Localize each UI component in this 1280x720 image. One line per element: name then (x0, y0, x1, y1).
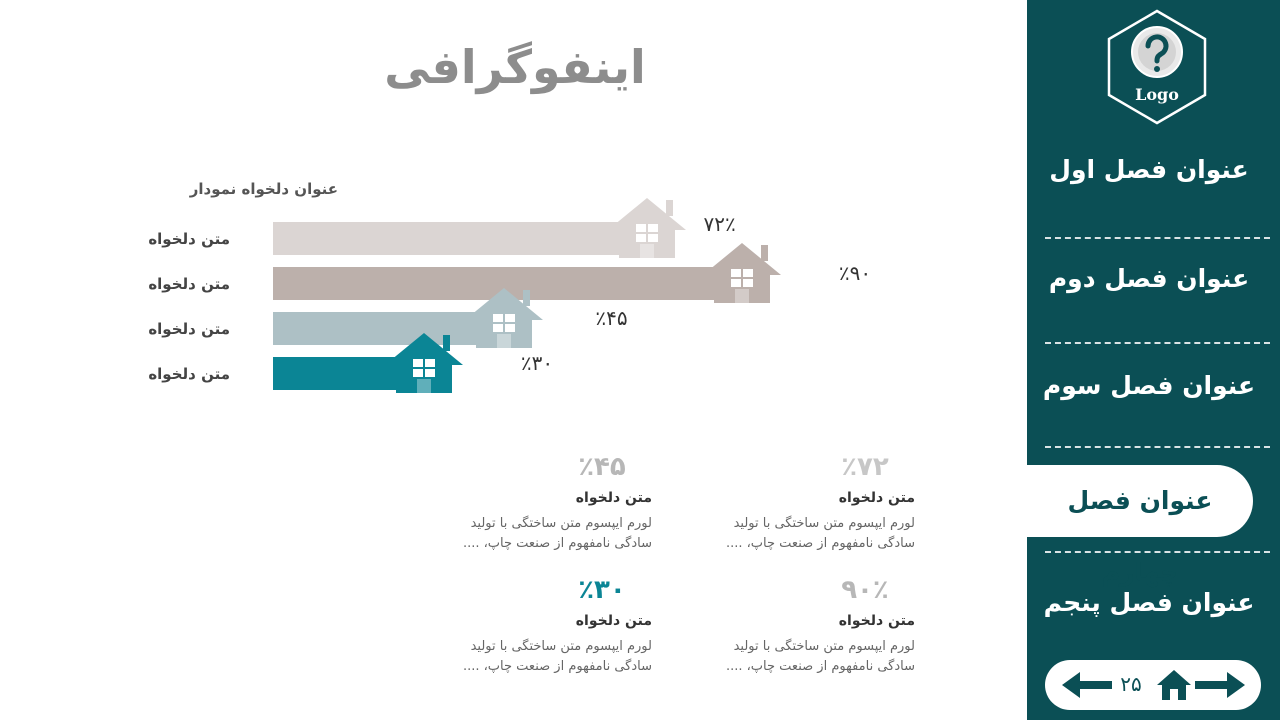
menu-divider (1045, 237, 1270, 239)
chart-category-label: متن دلخواه (148, 230, 230, 248)
arrow-right-icon[interactable] (1195, 670, 1245, 700)
stat-description: لورم ایپسوم متن ساختگی با تولید سادگی نا… (462, 639, 652, 674)
stat-value: ٪۳۰ (578, 575, 626, 605)
house-icon (703, 243, 781, 303)
chart-value-label: ٪۹۰ (838, 261, 872, 285)
stat-heading: متن دلخواه (838, 613, 915, 629)
chart-bar (273, 222, 655, 255)
stat-value: ٪۴۵ (578, 452, 626, 482)
sidebar-item-chapter-3[interactable]: عنوان فصل سوم (1042, 371, 1256, 400)
logo: Logo (1107, 9, 1207, 125)
chart-title: عنوان دلخواه نمودار (189, 180, 338, 198)
menu-divider (1045, 551, 1270, 553)
stat-heading: متن دلخواه (575, 490, 652, 506)
chart-category-label: متن دلخواه (148, 320, 230, 338)
house-icon (607, 198, 686, 258)
sidebar-item-chapter-5[interactable]: عنوان فصل پنجم (1043, 588, 1255, 617)
stat-block: ۹۰٪ متن دلخواه لورم ایپسوم متن ساختگی با… (705, 575, 915, 677)
chart-category-label: متن دلخواه (148, 365, 230, 383)
stat-block: ٪۳۰ متن دلخواه لورم ایپسوم متن ساختگی با… (442, 575, 652, 677)
page-number: ۲۵ (1120, 672, 1142, 696)
sidebar-item-chapter-4[interactable]: عنوان فصل چهارم (1027, 465, 1253, 587)
house-icon (385, 333, 463, 393)
home-icon[interactable] (1156, 669, 1192, 701)
menu-divider (1045, 446, 1270, 448)
sidebar-item-chapter-2[interactable]: عنوان فصل دوم (1048, 264, 1250, 293)
menu-divider (1045, 342, 1270, 344)
page-title: اینفوگرافی (384, 40, 646, 94)
sidebar-item-chapter-1[interactable]: عنوان فصل اول (1049, 155, 1249, 184)
stat-block: ٪۴۵ متن دلخواه لورم ایپسوم متن ساختگی با… (442, 452, 652, 554)
stat-heading: متن دلخواه (838, 490, 915, 506)
stat-block: ٪۷۲ متن دلخواه لورم ایپسوم متن ساختگی با… (705, 452, 915, 554)
arrow-left-icon[interactable] (1062, 670, 1112, 700)
chart-category-label: متن دلخواه (148, 275, 230, 293)
stat-description: لورم ایپسوم متن ساختگی با تولید سادگی نا… (462, 516, 652, 551)
stat-description: لورم ایپسوم متن ساختگی با تولید سادگی نا… (725, 516, 915, 551)
chart-value-label: ۷۲٪ (703, 212, 736, 236)
stat-value: ٪۷۲ (841, 452, 889, 482)
chart-bar (273, 267, 750, 300)
chart-value-label: ٪۴۵ (595, 306, 628, 330)
chart-value-label: ٪۳۰ (520, 351, 554, 375)
question-mark-icon (1131, 26, 1183, 78)
stat-heading: متن دلخواه (575, 613, 652, 629)
logo-text: Logo (1135, 85, 1179, 104)
house-icon (464, 288, 543, 348)
stat-description: لورم ایپسوم متن ساختگی با تولید سادگی نا… (725, 639, 915, 674)
stat-value: ۹۰٪ (841, 575, 889, 605)
